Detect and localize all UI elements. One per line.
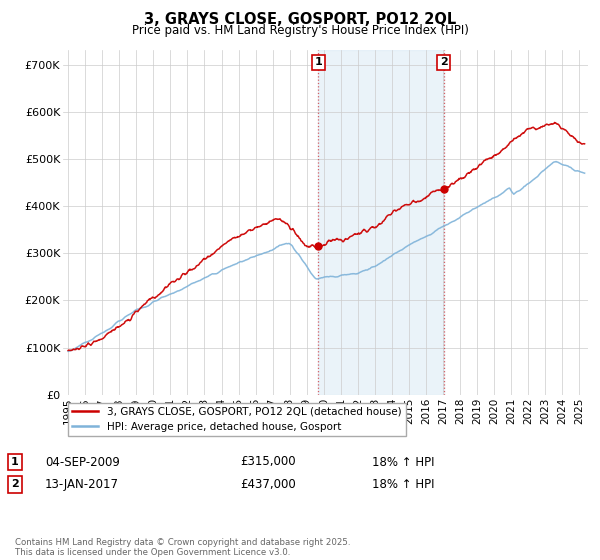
Text: Contains HM Land Registry data © Crown copyright and database right 2025.
This d: Contains HM Land Registry data © Crown c… [15,538,350,557]
Bar [318,50,444,395]
Text: 1: 1 [11,457,19,467]
Text: 04-SEP-2009: 04-SEP-2009 [45,455,120,469]
Text: £315,000: £315,000 [240,455,296,469]
Text: Price paid vs. HM Land Registry's House Price Index (HPI): Price paid vs. HM Land Registry's House … [131,24,469,36]
Text: 3, GRAYS CLOSE, GOSPORT, PO12 2QL: 3, GRAYS CLOSE, GOSPORT, PO12 2QL [144,12,456,27]
Text: 1: 1 [314,58,322,67]
Text: 18% ↑ HPI: 18% ↑ HPI [372,478,434,491]
Legend: 3, GRAYS CLOSE, GOSPORT, PO12 2QL (detached house), HPI: Average price, detached: 3, GRAYS CLOSE, GOSPORT, PO12 2QL (detac… [68,403,406,436]
Text: 13-JAN-2017: 13-JAN-2017 [45,478,119,491]
Text: 2: 2 [11,479,19,489]
Text: 18% ↑ HPI: 18% ↑ HPI [372,455,434,469]
Text: 2: 2 [440,58,448,67]
Text: £437,000: £437,000 [240,478,296,491]
